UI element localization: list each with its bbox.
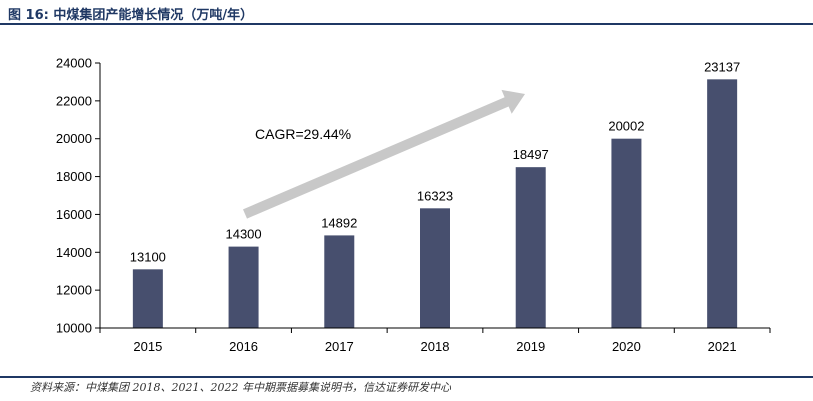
y-tick-label: 16000 (56, 207, 92, 222)
data-label: 23137 (704, 59, 740, 74)
x-tick-label: 2016 (229, 339, 258, 354)
data-label: 13100 (130, 249, 166, 264)
data-label: 14892 (321, 215, 357, 230)
bar-2020 (611, 138, 642, 328)
bar-2021 (707, 79, 738, 328)
cagr-arrow-shape (243, 89, 525, 219)
bottom-rule (0, 376, 813, 378)
data-label: 14300 (225, 227, 261, 242)
cagr-arrow (243, 89, 525, 219)
y-tick-label: 22000 (56, 93, 92, 108)
bar-2017 (324, 235, 355, 328)
figure-title: 图 16: 中煤集团产能增长情况（万吨/年） (8, 8, 254, 23)
y-tick-label: 14000 (56, 245, 92, 260)
bar-2018 (420, 208, 450, 328)
top-rule (0, 23, 813, 25)
source-note: 资料来源：中煤集团 2018、2021、2022 年中期票据募集说明书，信达证券… (30, 381, 451, 394)
bar-2015 (132, 269, 163, 328)
x-tick-label: 2018 (421, 339, 450, 354)
bar-series: 13100 14300 14892 16323 18497 20002 23137 (130, 59, 740, 328)
bar-2019 (515, 167, 546, 328)
data-label: 16323 (417, 188, 453, 203)
x-tick-label: 2017 (325, 339, 354, 354)
x-tick-label: 2019 (516, 339, 545, 354)
x-axis: 2015 2016 2017 2018 2019 2020 2021 (99, 327, 771, 354)
y-axis: 10000 12000 14000 16000 18000 20000 22000 24000 (56, 56, 101, 336)
data-label: 20002 (608, 119, 644, 134)
y-tick-label: 12000 (56, 283, 92, 298)
y-tick-label: 24000 (56, 56, 92, 71)
x-tick-label: 2021 (708, 339, 737, 354)
x-tick-label: 2015 (133, 339, 162, 354)
data-label: 18497 (513, 147, 549, 162)
bar-2016 (228, 246, 259, 328)
y-tick-label: 18000 (56, 169, 92, 184)
y-tick-label: 20000 (56, 131, 92, 146)
y-tick-label: 10000 (56, 321, 92, 336)
x-tick-label: 2020 (612, 339, 641, 354)
cagr-annotation: CAGR=29.44% (255, 126, 351, 142)
